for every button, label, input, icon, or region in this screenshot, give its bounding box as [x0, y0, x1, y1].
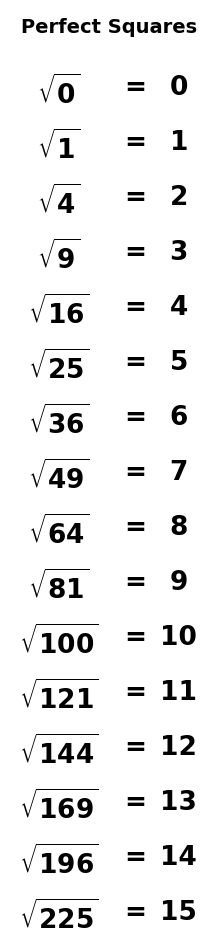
Text: $\mathbf{\sqrt{36}}$: $\mathbf{\sqrt{36}}$	[28, 405, 90, 440]
Text: =: =	[124, 680, 146, 706]
Text: $\mathbf{\sqrt{64}}$: $\mathbf{\sqrt{64}}$	[28, 515, 90, 550]
Text: 1: 1	[170, 130, 188, 156]
Text: =: =	[124, 240, 146, 266]
Text: $\mathbf{\sqrt{4}}$: $\mathbf{\sqrt{4}}$	[37, 185, 80, 220]
Text: =: =	[124, 405, 146, 431]
Text: 4: 4	[170, 295, 188, 321]
Text: $\mathbf{\sqrt{0}}$: $\mathbf{\sqrt{0}}$	[37, 75, 80, 110]
Text: Perfect Squares: Perfect Squares	[21, 18, 197, 37]
Text: =: =	[124, 515, 146, 541]
Text: =: =	[124, 735, 146, 761]
Text: =: =	[124, 460, 146, 486]
Text: =: =	[124, 350, 146, 376]
Text: 7: 7	[170, 460, 188, 486]
Text: 14: 14	[160, 845, 197, 871]
Text: 5: 5	[170, 350, 188, 376]
Text: =: =	[124, 185, 146, 211]
Text: $\mathbf{\sqrt{225}}$: $\mathbf{\sqrt{225}}$	[19, 900, 99, 935]
Text: =: =	[124, 845, 146, 871]
Text: 8: 8	[170, 515, 188, 541]
Text: 11: 11	[160, 680, 197, 706]
Text: $\mathbf{\sqrt{169}}$: $\mathbf{\sqrt{169}}$	[19, 790, 99, 825]
Text: 10: 10	[160, 625, 197, 651]
Text: $\mathbf{\sqrt{121}}$: $\mathbf{\sqrt{121}}$	[19, 680, 99, 715]
Text: =: =	[124, 900, 146, 926]
Text: $\mathbf{\sqrt{81}}$: $\mathbf{\sqrt{81}}$	[28, 570, 90, 605]
Text: $\mathbf{\sqrt{196}}$: $\mathbf{\sqrt{196}}$	[19, 845, 99, 880]
Text: 3: 3	[170, 240, 188, 266]
Text: =: =	[124, 790, 146, 816]
Text: =: =	[124, 295, 146, 321]
Text: =: =	[124, 570, 146, 596]
Text: 15: 15	[160, 900, 197, 926]
Text: =: =	[124, 75, 146, 101]
Text: 12: 12	[160, 735, 197, 761]
Text: 13: 13	[160, 790, 197, 816]
Text: 2: 2	[170, 185, 188, 211]
Text: $\mathbf{\sqrt{100}}$: $\mathbf{\sqrt{100}}$	[19, 625, 99, 660]
Text: $\mathbf{\sqrt{1}}$: $\mathbf{\sqrt{1}}$	[37, 130, 80, 165]
Text: $\mathbf{\sqrt{16}}$: $\mathbf{\sqrt{16}}$	[28, 295, 90, 330]
Text: $\mathbf{\sqrt{144}}$: $\mathbf{\sqrt{144}}$	[19, 735, 99, 770]
Text: =: =	[124, 625, 146, 651]
Text: $\mathbf{\sqrt{49}}$: $\mathbf{\sqrt{49}}$	[28, 460, 90, 495]
Text: 9: 9	[170, 570, 188, 596]
Text: $\mathbf{\sqrt{25}}$: $\mathbf{\sqrt{25}}$	[28, 350, 90, 385]
Text: $\mathbf{\sqrt{9}}$: $\mathbf{\sqrt{9}}$	[37, 240, 80, 275]
Text: 0: 0	[170, 75, 188, 101]
Text: 6: 6	[170, 405, 188, 431]
Text: =: =	[124, 130, 146, 156]
